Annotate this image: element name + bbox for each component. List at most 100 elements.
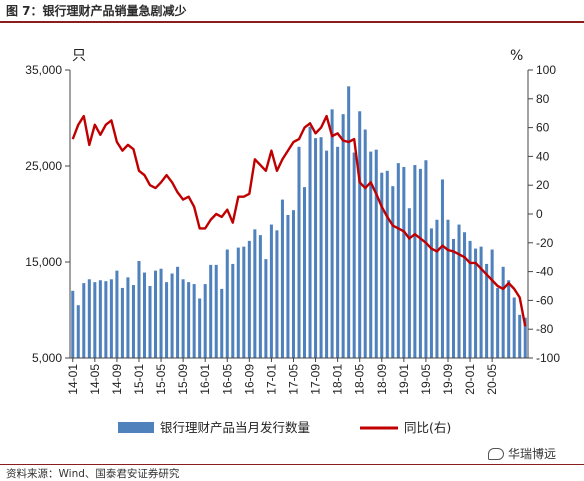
bar bbox=[269, 224, 273, 358]
chat-bubble-icon bbox=[488, 447, 504, 460]
bar bbox=[424, 160, 428, 358]
bar bbox=[258, 235, 262, 358]
bar bbox=[314, 138, 318, 358]
bar bbox=[429, 228, 433, 358]
bar bbox=[308, 126, 312, 358]
legend-swatch-bars bbox=[118, 422, 154, 433]
x-tick-label: 16-09 bbox=[242, 364, 256, 395]
x-tick-label: 16-05 bbox=[220, 364, 234, 395]
bar bbox=[120, 287, 124, 358]
bar bbox=[512, 297, 516, 358]
left-unit-label: 只 bbox=[72, 48, 86, 64]
bar bbox=[264, 259, 268, 358]
bar bbox=[291, 210, 295, 358]
bar bbox=[209, 264, 213, 358]
legend-label-line: 同比(右) bbox=[404, 420, 451, 435]
bar bbox=[413, 165, 417, 358]
bar bbox=[187, 282, 191, 358]
bar bbox=[496, 287, 500, 358]
bar bbox=[148, 286, 152, 358]
bar bbox=[402, 166, 406, 358]
right-tick-label: -40 bbox=[536, 265, 554, 279]
right-tick-label: 80 bbox=[536, 92, 550, 106]
right-tick-label: 40 bbox=[536, 149, 550, 163]
bar-series bbox=[71, 86, 527, 358]
bar bbox=[192, 284, 196, 358]
bar bbox=[181, 279, 185, 358]
bar bbox=[385, 170, 389, 358]
bar bbox=[380, 172, 384, 358]
bar bbox=[435, 219, 439, 358]
bar bbox=[253, 229, 257, 358]
bar bbox=[225, 249, 229, 358]
x-tick-label: 17-05 bbox=[286, 364, 300, 395]
bar bbox=[440, 179, 444, 358]
bar bbox=[98, 280, 102, 358]
bar bbox=[369, 151, 373, 358]
bar bbox=[474, 248, 478, 358]
bar bbox=[242, 246, 246, 358]
x-tick-label: 19-01 bbox=[397, 364, 411, 395]
bar bbox=[214, 264, 218, 358]
watermark: 华瑞博远 bbox=[488, 445, 556, 462]
title-rule bbox=[0, 21, 584, 23]
x-tick-label: 20-05 bbox=[485, 364, 499, 395]
right-tick-label: -80 bbox=[536, 322, 554, 336]
bar bbox=[286, 214, 290, 358]
bar bbox=[303, 187, 307, 358]
bar bbox=[358, 111, 362, 358]
bar bbox=[297, 146, 301, 358]
bar bbox=[236, 247, 240, 358]
x-tick-label: 18-01 bbox=[331, 364, 345, 395]
bar bbox=[485, 263, 489, 358]
right-tick-label: -20 bbox=[536, 236, 554, 250]
x-tick-label: 17-01 bbox=[264, 364, 278, 395]
bar bbox=[198, 298, 202, 358]
bar bbox=[391, 186, 395, 358]
bar bbox=[418, 168, 422, 358]
bar bbox=[93, 282, 97, 358]
left-tick-label: 35,000 bbox=[25, 63, 62, 77]
bar bbox=[76, 305, 80, 358]
bar bbox=[275, 230, 279, 358]
bar bbox=[330, 109, 334, 358]
x-tick-label: 15-09 bbox=[176, 364, 190, 395]
bar bbox=[280, 199, 284, 358]
bar bbox=[165, 282, 169, 358]
bar bbox=[154, 270, 158, 358]
x-tick-label: 15-05 bbox=[154, 364, 168, 395]
bar bbox=[363, 129, 367, 358]
right-tick-label: 60 bbox=[536, 121, 550, 135]
bar bbox=[319, 137, 323, 358]
bar bbox=[220, 288, 224, 358]
bar bbox=[109, 279, 113, 358]
bar bbox=[104, 281, 108, 358]
x-tick-label: 18-05 bbox=[353, 364, 367, 395]
x-tick-label: 20-01 bbox=[463, 364, 477, 395]
x-tick-label: 18-09 bbox=[375, 364, 389, 395]
bar bbox=[479, 246, 483, 358]
figure-title: 图 7：银行理财产品销量急剧减少 bbox=[6, 4, 187, 18]
line-series bbox=[71, 114, 527, 327]
bar bbox=[203, 284, 207, 358]
bar bbox=[87, 279, 91, 358]
bar bbox=[231, 263, 235, 358]
right-unit-label: % bbox=[510, 48, 523, 64]
bar bbox=[159, 268, 163, 358]
right-tick-label: 20 bbox=[536, 178, 550, 192]
bar bbox=[115, 270, 119, 358]
bar bbox=[518, 314, 522, 358]
right-tick-label: 0 bbox=[536, 207, 543, 221]
right-tick-label: 100 bbox=[536, 63, 556, 77]
bar bbox=[82, 283, 86, 358]
source-note: 资料来源：Wind、国泰君安证券研究 bbox=[6, 468, 180, 480]
bar bbox=[170, 273, 174, 358]
left-tick-label: 5,000 bbox=[32, 351, 62, 365]
bar bbox=[131, 285, 135, 358]
x-tick-label: 19-05 bbox=[419, 364, 433, 395]
bar bbox=[507, 280, 511, 358]
bar bbox=[137, 261, 141, 358]
bar bbox=[446, 219, 450, 358]
bar bbox=[523, 317, 527, 358]
x-tick-label: 14-05 bbox=[88, 364, 102, 395]
